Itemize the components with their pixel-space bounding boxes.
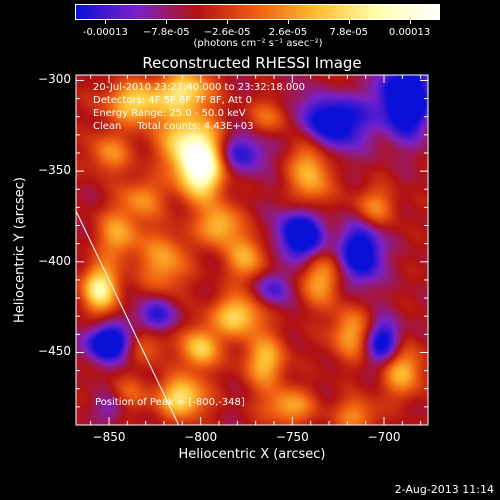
y-tick-label: −300: [38, 72, 71, 87]
limb-line: [75, 210, 180, 426]
colorbar-tick: [105, 19, 107, 24]
y-tick-label: −450: [38, 344, 71, 359]
colorbar-tick-label: -0.00013: [82, 27, 128, 38]
detectors-text: Detectors: 4F 5F 6F 7F 8F, Att 0: [93, 95, 253, 106]
x-tick-label: −800: [184, 430, 218, 444]
heatmap-image: [76, 75, 428, 425]
time-range-text: 20-Jul-2010 23:27:40.000 to 23:32:18.000: [93, 82, 305, 93]
colorbar-tick-label: 2.6e-05: [268, 27, 308, 38]
colorbar: [75, 4, 440, 20]
colorbar-tick: [227, 19, 229, 24]
peak-position-text: Position of Peak = [-800,-348]: [95, 397, 245, 408]
colorbar-tick-label: −2.6e-05: [203, 27, 251, 38]
clean-counts-text: Clean Total counts: 4.43E+03: [93, 121, 254, 132]
colorbar-tick: [348, 19, 350, 24]
x-tick-label: −700: [367, 430, 401, 444]
colorbar-units: (photons cm⁻² s⁻¹ asec⁻²): [193, 38, 323, 49]
colorbar-tick: [287, 19, 289, 24]
x-axis-label: Heliocentric X (arcsec): [178, 447, 326, 462]
colorbar-tick-label: 7.8e-05: [329, 27, 368, 38]
colorbar-tick: [409, 19, 411, 24]
energy-range-text: Energy Range: 25.0 - 50.0 keV: [93, 108, 246, 119]
y-tick-label: −400: [38, 253, 71, 268]
colorbar-tick-label: −7.8e-05: [142, 27, 190, 38]
x-tick-label: −850: [92, 430, 126, 444]
chart-title: Reconstructed RHESSI Image: [142, 54, 362, 72]
timestamp: 2-Aug-2013 11:14: [394, 483, 494, 496]
plot-frame: [75, 74, 429, 426]
x-tick-label: −750: [275, 430, 309, 444]
y-tick-label: −350: [38, 163, 71, 178]
colorbar-tick-label: 0.00013: [388, 27, 431, 38]
y-axis-label: Heliocentric Y (arcsec): [12, 177, 28, 323]
colorbar-tick: [166, 19, 168, 24]
